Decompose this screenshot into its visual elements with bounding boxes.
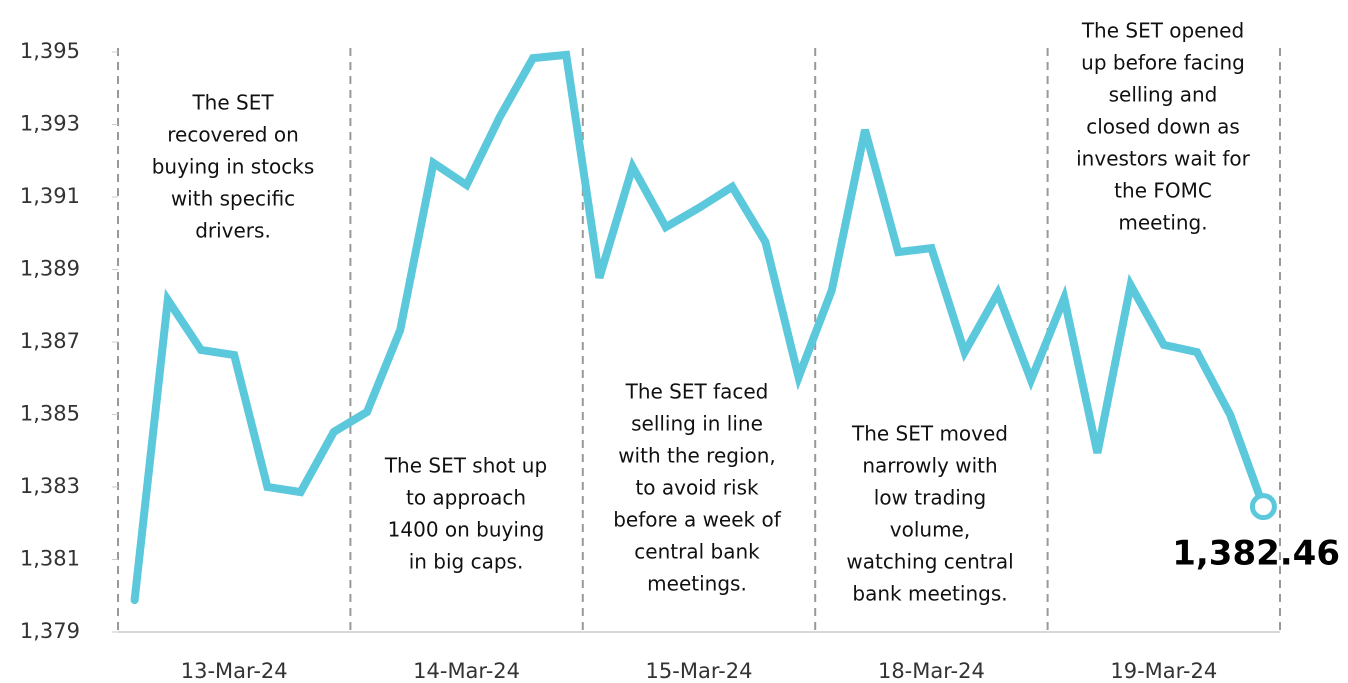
- value-label: 1,382.46: [1172, 534, 1340, 574]
- annotation: The SET faced: [625, 380, 769, 404]
- annotation: The SET: [191, 91, 274, 115]
- annotation: low trading: [874, 486, 986, 510]
- annotation: to approach: [406, 486, 526, 510]
- annotation: narrowly with: [862, 454, 997, 478]
- annotation: watching central: [846, 550, 1013, 574]
- x-tick-label: 19-Mar-24: [1110, 659, 1217, 683]
- annotation: up before facing: [1081, 51, 1245, 75]
- y-tick-label: 1,395: [20, 39, 80, 63]
- x-tick-label: 15-Mar-24: [646, 659, 753, 683]
- x-tick-label: 18-Mar-24: [878, 659, 985, 683]
- y-tick-label: 1,385: [20, 402, 80, 426]
- y-tick-label: 1,391: [20, 184, 80, 208]
- annotation: 1400 on buying: [388, 518, 545, 542]
- y-tick-label: 1,381: [20, 547, 80, 571]
- annotation: recovered on: [167, 123, 299, 147]
- end-marker: [1249, 493, 1277, 521]
- annotation: buying in stocks: [152, 155, 315, 179]
- annotation: the FOMC: [1114, 179, 1212, 203]
- annotation: bank meetings.: [852, 582, 1007, 606]
- x-tick-label: 13-Mar-24: [181, 659, 288, 683]
- line-series: [130, 50, 1268, 605]
- annotation: with specific: [171, 187, 295, 211]
- y-tick-label: 1,393: [20, 112, 80, 136]
- annotation: The SET shot up: [384, 454, 547, 478]
- annotation: to avoid risk: [635, 476, 759, 500]
- annotation: in big caps.: [409, 550, 524, 574]
- annotation: before a week of: [613, 508, 781, 532]
- y-tick-label: 1,389: [20, 257, 80, 281]
- annotation: meeting.: [1118, 211, 1207, 235]
- y-tick-label: 1,383: [20, 474, 80, 498]
- annotation: The SET opened: [1081, 19, 1244, 43]
- annotation: selling and: [1109, 83, 1218, 107]
- annotation: drivers.: [195, 219, 271, 243]
- x-tick-label: 14-Mar-24: [413, 659, 520, 683]
- annotation: selling in line: [631, 412, 763, 436]
- annotation: closed down as: [1086, 115, 1240, 139]
- annotation: central bank: [634, 540, 760, 564]
- annotation: meetings.: [647, 572, 747, 596]
- annotation: The SET moved: [851, 422, 1008, 446]
- y-tick-label: 1,379: [20, 619, 80, 643]
- annotation: volume,: [890, 518, 970, 542]
- annotation: with the region,: [618, 444, 776, 468]
- annotation: investors wait for: [1076, 147, 1251, 171]
- y-tick-label: 1,387: [20, 329, 80, 353]
